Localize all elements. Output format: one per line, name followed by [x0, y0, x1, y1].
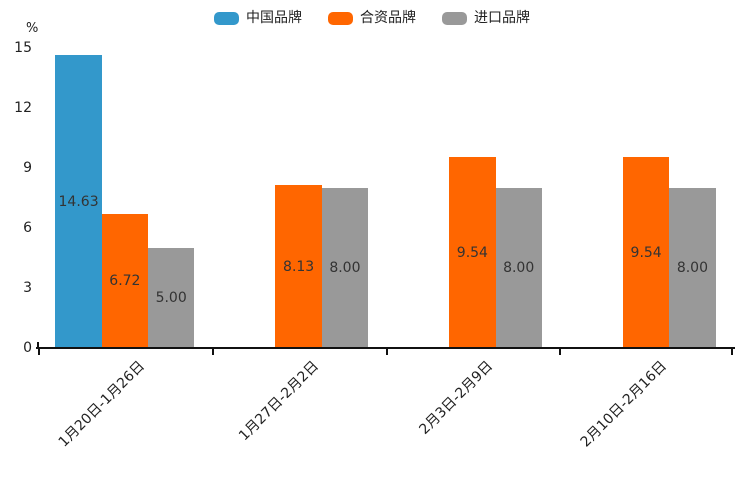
y-tick-label: 15 [14, 40, 32, 56]
x-category-label: 2月10日-2月16日 [577, 358, 670, 451]
bar-合资品牌-0: 6.72 [101, 213, 149, 348]
y-tick-label: 3 [23, 280, 32, 296]
bar-value-label: 9.54 [630, 244, 662, 261]
legend-label: 进口品牌 [474, 10, 530, 26]
x-category-label: 1月20日-1月26日 [56, 358, 149, 451]
axis-left-tick [37, 342, 39, 347]
y-tick-label: 9 [23, 160, 32, 176]
y-tick-label: 6 [23, 220, 32, 236]
bar-进口品牌-2: 8.00 [495, 188, 542, 348]
bar-中国品牌-0: 14.63 [55, 55, 102, 348]
bar-进口品牌-0: 5.00 [148, 248, 195, 348]
x-category-label: 2月3日-2月9日 [416, 358, 496, 438]
x-tick-mark [385, 349, 388, 355]
legend-label: 合资品牌 [360, 10, 416, 26]
bar-value-label: 14.63 [58, 193, 99, 210]
legend: 中国品牌 合资品牌 进口品牌 [0, 9, 744, 27]
x-tick-mark [559, 349, 562, 355]
bar-value-label: 8.00 [503, 260, 535, 276]
bar-value-label: 5.00 [155, 290, 187, 306]
y-tick-label: 0 [23, 340, 32, 356]
bar-合资品牌-2: 9.54 [449, 157, 496, 348]
legend-label: 中国品牌 [246, 10, 302, 26]
x-category-label: 1月27日-2月2日 [236, 358, 323, 445]
legend-swatch-icon [328, 11, 353, 25]
bar-进口品牌-1: 8.00 [321, 188, 369, 348]
y-axis-unit-label: % [26, 21, 39, 36]
legend-item-0[interactable]: 中国品牌 [214, 9, 302, 27]
x-tick-mark [211, 349, 214, 355]
x-axis-line [36, 347, 735, 349]
bar-进口品牌-3: 8.00 [669, 188, 716, 348]
bar-合资品牌-1: 8.13 [275, 185, 322, 348]
bar-value-label: 8.00 [676, 260, 708, 276]
legend-item-1[interactable]: 合资品牌 [328, 9, 416, 27]
bar-value-label: 8.13 [283, 258, 315, 275]
bar-合资品牌-3: 9.54 [622, 157, 670, 348]
legend-swatch-icon [442, 11, 467, 25]
bar-value-label: 6.72 [109, 272, 141, 289]
x-tick-mark [38, 349, 40, 355]
bar-value-label: 8.00 [329, 260, 361, 276]
plot-area: 14.63 6.72 5.00 8.13 8.00 9.54 8.00 9.54 8.00 [38, 48, 733, 348]
legend-swatch-icon [214, 11, 239, 25]
x-tick-mark [731, 349, 733, 355]
y-tick-label: 12 [14, 100, 32, 116]
legend-item-2[interactable]: 进口品牌 [442, 9, 530, 27]
bar-value-label: 9.54 [456, 244, 488, 261]
